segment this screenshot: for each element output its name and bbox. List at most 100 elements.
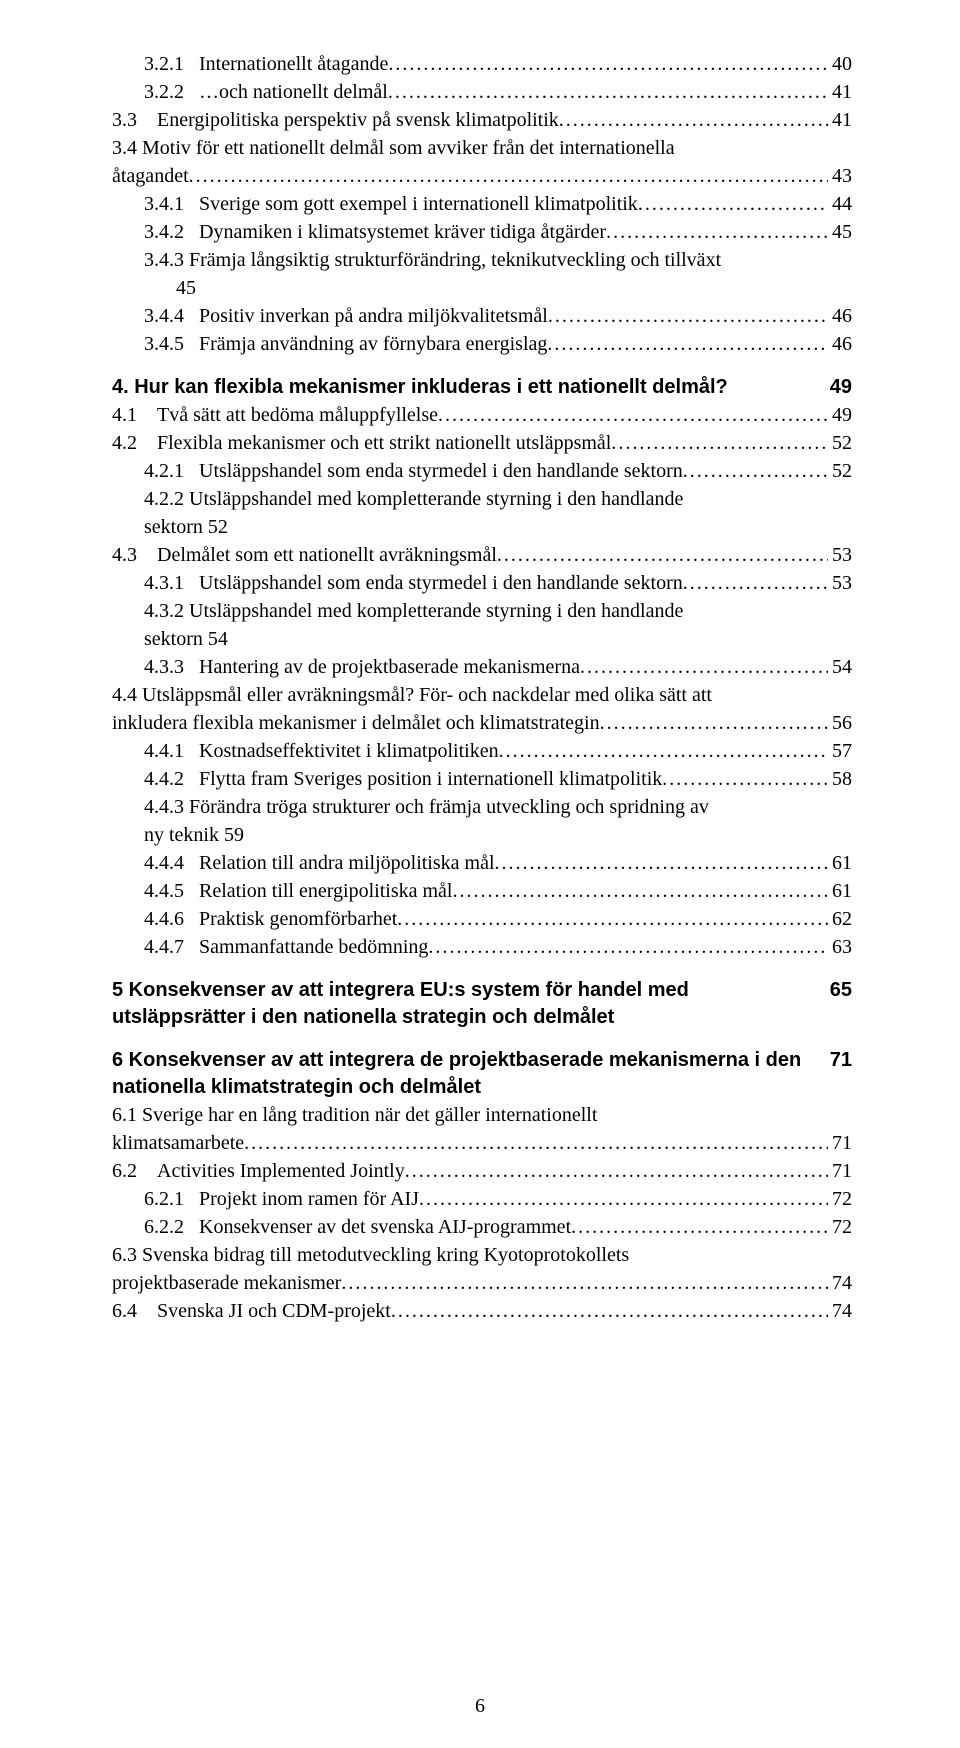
toc-leader-dots bbox=[547, 330, 828, 358]
toc-leader-dots bbox=[600, 709, 828, 737]
toc-entry: 3.2.1 Internationellt åtagande40 bbox=[112, 50, 852, 78]
toc-leader-dots bbox=[341, 1269, 828, 1297]
toc-leader-dots bbox=[388, 78, 828, 106]
table-of-contents: 3.2.1 Internationellt åtagande403.2.2 …o… bbox=[112, 50, 852, 1325]
toc-entry-page: 41 bbox=[828, 106, 852, 134]
toc-entry-page: 46 bbox=[828, 302, 852, 330]
toc-entry-label: Utsläppshandel med kompletterande styrni… bbox=[189, 600, 683, 622]
toc-entry: 3.4.2 Dynamiken i klimatsystemet kräver … bbox=[112, 218, 852, 246]
toc-entry-label: Delmålet som ett nationellt avräkningsmå… bbox=[157, 541, 497, 569]
toc-entry-page: 63 bbox=[828, 933, 852, 961]
toc-entry-continuation: klimatsamarbete71 bbox=[112, 1129, 852, 1157]
toc-entry-page: 58 bbox=[828, 765, 852, 793]
toc-heading-label: 5 Konsekvenser av att integrera EU:s sys… bbox=[112, 977, 822, 1031]
toc-entry: 4.1 Två sätt att bedöma måluppfyllelse49 bbox=[112, 401, 852, 429]
toc-entry-label: Konsekvenser av det svenska AIJ-programm… bbox=[199, 1213, 571, 1241]
toc-entry-page: 45 bbox=[828, 218, 852, 246]
toc-leader-dots bbox=[405, 1157, 828, 1185]
toc-entry-continuation: inkludera flexibla mekanismer i delmålet… bbox=[112, 709, 852, 737]
toc-entry-continuation: sektorn 54 bbox=[112, 625, 852, 653]
toc-entry: 3.3 Energipolitiska perspektiv på svensk… bbox=[112, 106, 852, 134]
toc-entry-label: …och nationellt delmål bbox=[199, 78, 388, 106]
toc-entry-label: Utsläppshandel med kompletterande styrni… bbox=[189, 488, 683, 510]
toc-entry-number: 4.3.3 bbox=[144, 653, 199, 681]
toc-entry-label: inkludera flexibla mekanismer i delmålet… bbox=[112, 709, 600, 737]
toc-entry-number: 3.3 bbox=[112, 106, 157, 134]
toc-entry: 6.4 Svenska JI och CDM-projekt74 bbox=[112, 1297, 852, 1325]
toc-entry-label: Främja långsiktig strukturförändring, te… bbox=[189, 249, 721, 271]
toc-entry-label: Sammanfattande bedömning bbox=[199, 933, 428, 961]
toc-entry-label: Projekt inom ramen för AIJ bbox=[199, 1185, 419, 1213]
toc-entry-page: 53 bbox=[828, 569, 852, 597]
toc-leader-dots bbox=[244, 1129, 828, 1157]
toc-entry-number: 3.4.5 bbox=[144, 330, 199, 358]
toc-entry-number: 4.4.2 bbox=[144, 765, 199, 793]
toc-entry-number: 4.4 bbox=[112, 684, 142, 706]
toc-section-heading: 4. Hur kan flexibla mekanismer inkludera… bbox=[112, 374, 852, 401]
toc-entry: 4.3.1 Utsläppshandel som enda styrmedel … bbox=[112, 569, 852, 597]
toc-entry-label: klimatsamarbete bbox=[112, 1129, 244, 1157]
toc-entry-number: 4.4.4 bbox=[144, 849, 199, 877]
document-page: 3.2.1 Internationellt åtagande403.2.2 …o… bbox=[0, 0, 960, 1748]
toc-leader-dots bbox=[391, 1297, 828, 1325]
toc-entry-number: 6.2.2 bbox=[144, 1213, 199, 1241]
toc-entry-label: Motiv för ett nationellt delmål som avvi… bbox=[142, 137, 675, 159]
toc-entry-page: 46 bbox=[828, 330, 852, 358]
toc-entry: 3.4 Motiv för ett nationellt delmål som … bbox=[112, 134, 852, 162]
toc-entry-page: 52 bbox=[828, 429, 852, 457]
toc-entry: 3.4.3 Främja långsiktig strukturförändri… bbox=[112, 246, 852, 274]
toc-leader-dots bbox=[499, 737, 828, 765]
page-number: 6 bbox=[0, 1695, 960, 1718]
toc-entry-label: Relation till andra miljöpolitiska mål bbox=[199, 849, 495, 877]
toc-entry-label: Kostnadseffektivitet i klimatpolitiken bbox=[199, 737, 499, 765]
toc-entry-number: 3.4.4 bbox=[144, 302, 199, 330]
toc-entry: 6.2 Activities Implemented Jointly71 bbox=[112, 1157, 852, 1185]
toc-heading-page: 65 bbox=[822, 977, 852, 1004]
toc-entry-label: Svenska bidrag till metodutveckling krin… bbox=[142, 1244, 629, 1266]
toc-leader-dots bbox=[611, 429, 828, 457]
toc-entry-page: 54 bbox=[828, 653, 852, 681]
toc-entry-page: 74 bbox=[828, 1269, 852, 1297]
toc-leader-dots bbox=[683, 457, 828, 485]
toc-entry-label: Utsläppshandel som enda styrmedel i den … bbox=[199, 457, 683, 485]
toc-entry-page: 44 bbox=[828, 190, 852, 218]
toc-leader-dots bbox=[189, 162, 828, 190]
toc-entry: 3.2.2 …och nationellt delmål41 bbox=[112, 78, 852, 106]
toc-entry-page: 41 bbox=[828, 78, 852, 106]
toc-entry-page: 74 bbox=[828, 1297, 852, 1325]
toc-entry-label: Två sätt att bedöma måluppfyllelse bbox=[157, 401, 438, 429]
toc-entry-page: 40 bbox=[828, 50, 852, 78]
toc-leader-dots bbox=[397, 905, 828, 933]
toc-entry: 4.3 Delmålet som ett nationellt avräknin… bbox=[112, 541, 852, 569]
toc-entry-label: Sverige som gott exempel i internationel… bbox=[199, 190, 638, 218]
toc-entry-label: Dynamiken i klimatsystemet kräver tidiga… bbox=[199, 218, 606, 246]
toc-entry-number: 3.4 bbox=[112, 137, 142, 159]
toc-entry-label: Flexibla mekanismer och ett strikt natio… bbox=[157, 429, 611, 457]
spacer bbox=[112, 961, 852, 967]
toc-leader-dots bbox=[438, 401, 828, 429]
toc-entry-page: 62 bbox=[828, 905, 852, 933]
toc-leader-dots bbox=[497, 541, 828, 569]
toc-entry: 3.4.1 Sverige som gott exempel i interna… bbox=[112, 190, 852, 218]
toc-entry-label: Förändra tröga strukturer och främja utv… bbox=[189, 796, 709, 818]
toc-entry: 3.4.5 Främja användning av förnybara ene… bbox=[112, 330, 852, 358]
toc-entry-page: 71 bbox=[828, 1157, 852, 1185]
toc-leader-dots bbox=[580, 653, 828, 681]
spacer bbox=[112, 1031, 852, 1037]
toc-entry-number: 3.4.3 bbox=[144, 249, 189, 271]
toc-entry-number: 6.4 bbox=[112, 1297, 157, 1325]
toc-entry-page: 53 bbox=[828, 541, 852, 569]
toc-leader-dots bbox=[452, 877, 828, 905]
toc-entry-continuation: projektbaserade mekanismer74 bbox=[112, 1269, 852, 1297]
toc-leader-dots bbox=[606, 218, 828, 246]
toc-entry-label: Relation till energipolitiska mål bbox=[199, 877, 452, 905]
toc-entry-number: 4.4.6 bbox=[144, 905, 199, 933]
toc-entry: 4.3.2 Utsläppshandel med kompletterande … bbox=[112, 597, 852, 625]
toc-leader-dots bbox=[388, 50, 828, 78]
toc-leader-dots bbox=[571, 1213, 828, 1241]
toc-entry-number: 3.4.2 bbox=[144, 218, 199, 246]
toc-entry-number: 4.4.1 bbox=[144, 737, 199, 765]
toc-leader-dots bbox=[495, 849, 828, 877]
toc-entry: 4.2.2 Utsläppshandel med kompletterande … bbox=[112, 485, 852, 513]
toc-entry: 4.4.1 Kostnadseffektivitet i klimatpolit… bbox=[112, 737, 852, 765]
